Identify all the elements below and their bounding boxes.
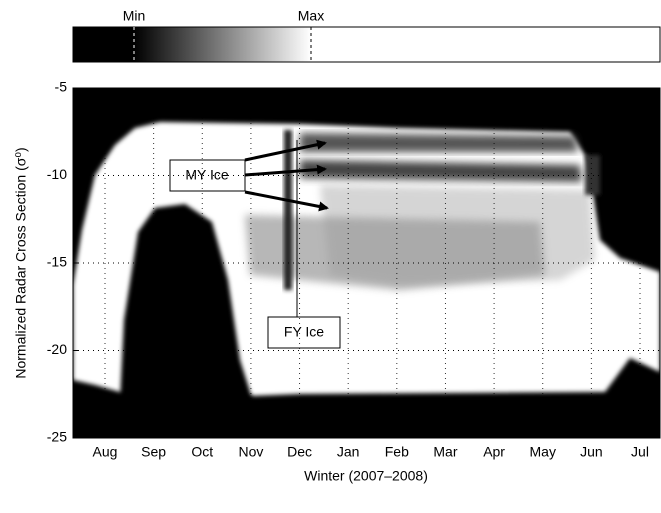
x-tick-label: Jul <box>631 444 649 460</box>
y-tick-label: -10 <box>47 166 67 182</box>
y-tick-label: -20 <box>47 341 67 357</box>
x-tick-label: Jan <box>337 444 360 460</box>
y-axis-label: Normalized Radar Cross Section (σ⁰) <box>13 147 29 378</box>
x-tick-label: Dec <box>287 444 312 460</box>
x-tick-label: Oct <box>191 444 213 460</box>
annotation: FY Ice <box>284 324 324 340</box>
annotation-box <box>267 316 341 349</box>
x-tick-label: Nov <box>238 444 263 460</box>
y-tick-label: -25 <box>47 429 67 445</box>
y-tick-label: -15 <box>47 254 67 270</box>
backscatter-image <box>73 88 660 438</box>
annotation: MY Ice <box>185 167 229 183</box>
x-tick-label: Sep <box>141 444 166 460</box>
x-tick-label: Jun <box>580 444 603 460</box>
x-tick-label: Feb <box>385 444 409 460</box>
x-tick-label: Apr <box>483 444 505 460</box>
x-tick-label: Aug <box>93 444 118 460</box>
colorbar <box>72 26 661 63</box>
y-tick-label: -5 <box>55 79 68 95</box>
x-axis-label: Winter (2007–2008) <box>304 468 428 484</box>
arrow <box>244 164 327 177</box>
x-tick-label: May <box>530 444 556 460</box>
x-tick-label: Mar <box>433 444 457 460</box>
arrow <box>244 139 327 162</box>
annotation-box <box>169 159 246 192</box>
colorbar-label: Min <box>123 8 146 24</box>
arrow <box>244 190 329 212</box>
colorbar-label: Max <box>298 8 324 24</box>
